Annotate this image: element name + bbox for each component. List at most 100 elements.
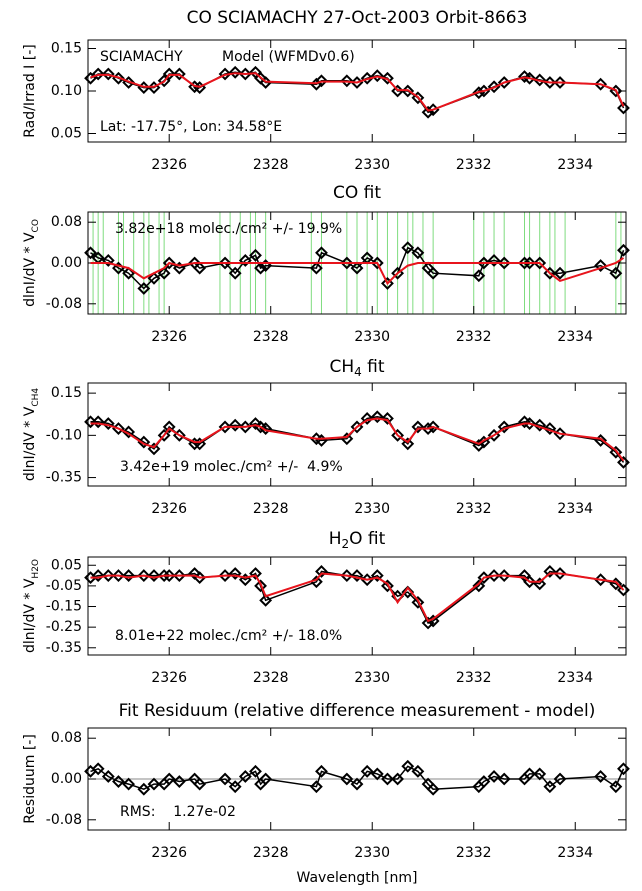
y-label-text: Rad/Irrad I [-] [22, 44, 38, 137]
data-marker [228, 780, 242, 794]
x-tick-label: 2328 [253, 157, 289, 173]
data-marker [137, 569, 151, 582]
panel-title: CH4 fit [329, 357, 384, 379]
y-tick-label: 0.08 [51, 214, 82, 230]
data-marker [218, 772, 232, 786]
panel-title: CO SCIAMACHY 27-Oct-2003 Orbit-8663 [187, 8, 528, 28]
data-marker [309, 780, 323, 794]
data-marker [381, 276, 394, 290]
data-marker [112, 775, 125, 788]
x-tick-label: 2334 [557, 670, 593, 686]
data-marker [472, 579, 486, 593]
y-tick-label: -0.08 [46, 296, 82, 312]
annotation: Lat: -17.75°, Lon: 34.58°E [100, 119, 282, 135]
title-sub: 4 [354, 365, 362, 379]
data-marker [218, 420, 232, 434]
data-marker [401, 759, 415, 773]
series-line [90, 765, 625, 791]
data-marker [147, 271, 161, 285]
data-marker [411, 91, 425, 105]
data-marker [193, 261, 207, 275]
data-marker [259, 772, 273, 786]
annotation: 8.01e+22 molec./cm² +/- 18.0% [115, 628, 342, 644]
data-marker [497, 256, 511, 270]
data-marker [122, 569, 136, 582]
data-marker [477, 775, 491, 788]
plot-frame [87, 556, 627, 656]
data-marker [172, 775, 186, 788]
data-marker [487, 770, 501, 783]
data-marker [91, 67, 105, 81]
data-marker [101, 770, 115, 783]
data-marker [315, 764, 328, 778]
data-marker [523, 417, 536, 430]
title-text: O fit [349, 529, 385, 549]
data-marker [370, 256, 384, 270]
data-marker [112, 569, 125, 582]
data-marker [533, 73, 547, 87]
data-marker [157, 74, 171, 88]
title-text: Fit Residuum (relative difference measur… [119, 701, 596, 721]
series-line [90, 417, 625, 462]
plot-frame [87, 382, 627, 487]
title-text: H [329, 529, 342, 549]
data-marker [360, 412, 374, 425]
data-marker [315, 246, 328, 260]
data-marker [497, 569, 511, 582]
data-marker [370, 69, 384, 83]
y-tick-label: 0.05 [51, 126, 82, 142]
data-marker [609, 445, 623, 459]
data-marker [533, 418, 547, 432]
title-text: CO SCIAMACHY 27-Oct-2003 Orbit-8663 [187, 8, 528, 28]
data-marker [543, 266, 557, 280]
data-marker [523, 256, 536, 270]
data-marker [238, 420, 252, 434]
title-text: CO fit [333, 183, 381, 203]
y-tick-label: 0.05 [51, 557, 82, 573]
data-marker [238, 67, 252, 81]
data-marker [477, 435, 491, 449]
data-marker [594, 259, 608, 272]
data-marker [518, 256, 531, 270]
x-axis-label: Wavelength [nm] [297, 870, 418, 886]
data-marker [497, 420, 511, 434]
data-marker [370, 767, 384, 781]
x-tick-label: 2332 [456, 845, 492, 861]
data-marker [350, 569, 364, 582]
data-marker [340, 74, 354, 88]
data-marker [426, 782, 440, 796]
data-marker [401, 241, 415, 255]
y-axis-label: dlnI/dV * VCO [22, 219, 41, 307]
x-tick-label: 2332 [456, 670, 492, 686]
legend-entry: SCIAMACHY [100, 49, 183, 65]
data-marker [594, 573, 608, 587]
data-marker [228, 418, 242, 432]
x-tick-label: 2326 [151, 845, 187, 861]
data-marker [147, 777, 161, 791]
data-marker [553, 567, 567, 580]
y-axis-label: Rad/Irrad I [-] [22, 44, 38, 137]
data-marker [381, 579, 394, 593]
data-marker [249, 417, 262, 430]
data-marker [391, 428, 405, 442]
data-marker [594, 77, 608, 91]
legend-entry: Model (WFMDv0.6) [222, 49, 355, 65]
data-marker [91, 569, 105, 582]
y-axis-label: Residuum [-] [22, 734, 38, 824]
data-marker [411, 420, 425, 434]
data-marker [477, 256, 491, 270]
data-marker [533, 767, 547, 781]
data-marker [162, 772, 176, 786]
y-tick-label: -0.10 [46, 427, 82, 443]
x-tick-label: 2328 [253, 670, 289, 686]
y-tick-label: 0.15 [51, 385, 82, 401]
x-tick-label: 2334 [557, 501, 593, 517]
data-marker [533, 256, 547, 270]
data-marker [238, 573, 252, 587]
annotation: 3.82e+18 molec./cm² +/- 19.9% [115, 221, 342, 237]
title-text: CH [329, 357, 354, 377]
data-marker [381, 772, 394, 786]
x-tick-label: 2326 [151, 157, 187, 173]
data-marker [254, 261, 267, 275]
